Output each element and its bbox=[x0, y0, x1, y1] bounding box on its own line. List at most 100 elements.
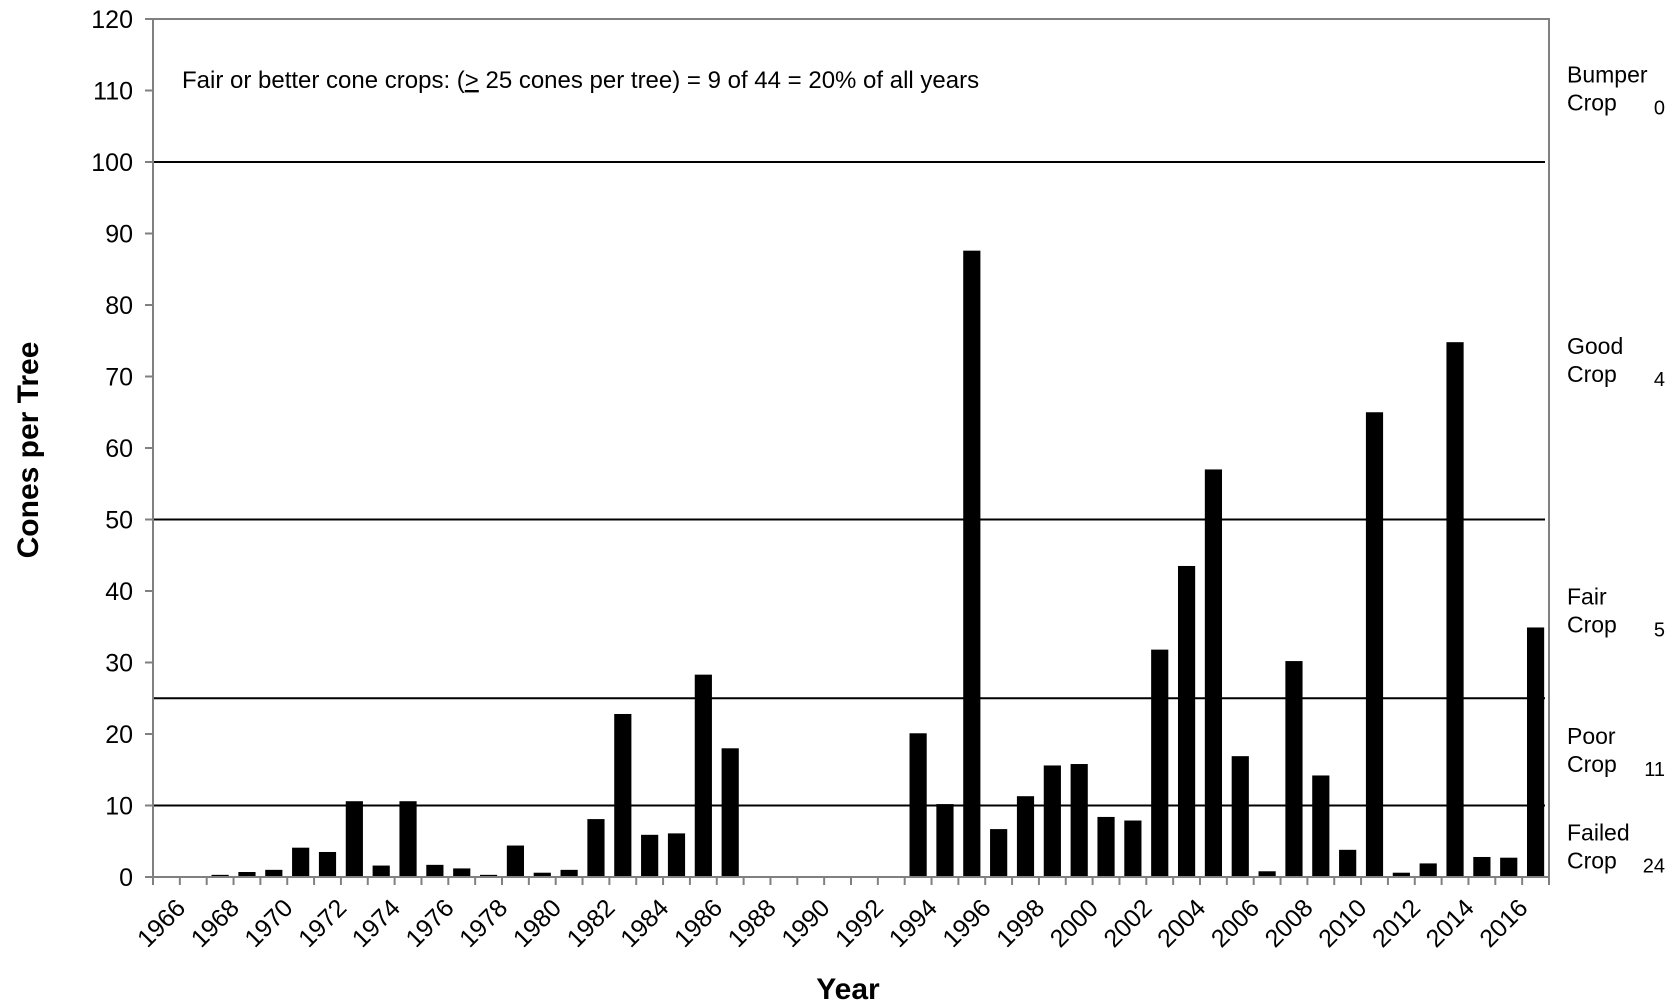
y-tick-label: 40 bbox=[105, 578, 133, 606]
y-tick-label: 110 bbox=[93, 78, 133, 106]
x-tick-label: 2014 bbox=[1421, 894, 1480, 953]
x-tick-label: 2016 bbox=[1474, 894, 1533, 953]
x-tick-label: 2010 bbox=[1313, 894, 1372, 953]
x-tick-label: 2004 bbox=[1152, 894, 1211, 953]
x-tick-label: 2012 bbox=[1367, 894, 1426, 953]
crop-class-name: Poor bbox=[1567, 723, 1616, 749]
crop-class-name: Fair bbox=[1567, 583, 1607, 609]
x-tick-label: 1986 bbox=[669, 894, 728, 953]
y-tick-label: 20 bbox=[105, 721, 133, 749]
x-tick-label: 1970 bbox=[239, 894, 298, 953]
crop-class-threshold-lines bbox=[153, 161, 1545, 807]
x-tick-label: 1990 bbox=[776, 894, 835, 953]
y-tick-label: 100 bbox=[91, 149, 133, 177]
bar-2011 bbox=[1365, 412, 1384, 877]
x-tick-label: 1998 bbox=[991, 894, 1050, 953]
bar-2005 bbox=[1204, 469, 1223, 877]
bar-1975 bbox=[399, 801, 417, 877]
crop-class-name-line2: Crop bbox=[1567, 847, 1617, 873]
y-axis: 0 10 20 30 40 50 60 70 80 90 100 110 120 bbox=[91, 6, 154, 892]
x-tick-label: 1994 bbox=[884, 894, 943, 953]
bar-2008 bbox=[1285, 661, 1303, 877]
y-tick-label: 50 bbox=[105, 507, 133, 535]
x-axis: 1966196819701972197419761978198019821984… bbox=[132, 877, 1550, 953]
crop-class-name-line2: Crop bbox=[1567, 751, 1617, 777]
bar-2003 bbox=[1151, 649, 1169, 877]
bar-1982 bbox=[587, 819, 605, 877]
bar-1994 bbox=[909, 733, 927, 877]
bar-2006 bbox=[1231, 756, 1249, 877]
bar-2012 bbox=[1392, 872, 1410, 877]
x-tick-label: 1996 bbox=[937, 894, 996, 953]
x-tick-label: 2008 bbox=[1260, 894, 1319, 953]
bar-2009 bbox=[1312, 775, 1330, 877]
y-tick-label: 80 bbox=[105, 292, 133, 320]
bar-2007 bbox=[1258, 871, 1276, 877]
y-tick-label: 60 bbox=[105, 435, 133, 463]
x-tick-label: 2000 bbox=[1045, 894, 1104, 953]
bar-2016 bbox=[1500, 857, 1518, 877]
bar-1984 bbox=[641, 834, 659, 877]
crop-class-count: 0 bbox=[1654, 98, 1665, 120]
x-tick-label: 1984 bbox=[615, 894, 674, 953]
bar-1998 bbox=[1016, 796, 1035, 877]
bar-1995 bbox=[936, 804, 954, 877]
fair-or-better-annotation: Fair or better cone crops: (> 25 cones p… bbox=[182, 67, 979, 94]
crop-class-count: 4 bbox=[1654, 369, 1665, 391]
bar-2014 bbox=[1446, 342, 1464, 877]
x-tick-label: 2002 bbox=[1098, 894, 1157, 953]
bar-1974 bbox=[372, 865, 390, 877]
x-tick-label: 1978 bbox=[454, 894, 513, 953]
bars-group bbox=[211, 250, 1545, 877]
bar-1981 bbox=[560, 869, 578, 877]
bar-1972 bbox=[318, 851, 337, 877]
bar-1968 bbox=[211, 874, 229, 877]
bar-1997 bbox=[990, 829, 1008, 877]
bar-2002 bbox=[1124, 820, 1142, 877]
bar-1996 bbox=[963, 250, 981, 877]
bar-2017 bbox=[1526, 627, 1545, 877]
x-tick-label: 1972 bbox=[293, 894, 352, 953]
x-axis-title: Year bbox=[816, 973, 880, 1003]
x-tick-label: 2006 bbox=[1206, 894, 1265, 953]
bar-2004 bbox=[1177, 565, 1196, 877]
bar-1999 bbox=[1043, 765, 1061, 877]
bar-2015 bbox=[1473, 856, 1491, 877]
x-tick-label: 1976 bbox=[400, 894, 459, 953]
x-tick-label: 1974 bbox=[347, 894, 406, 953]
crop-class-name: Bumper bbox=[1567, 62, 1648, 88]
crop-class-count: 24 bbox=[1643, 855, 1665, 877]
bar-1979 bbox=[506, 845, 525, 877]
bar-2013 bbox=[1419, 863, 1437, 877]
bar-1976 bbox=[426, 864, 444, 877]
bar-1971 bbox=[292, 847, 310, 877]
bar-1977 bbox=[453, 868, 471, 877]
bar-1978 bbox=[479, 874, 498, 877]
bar-1985 bbox=[667, 833, 686, 877]
crop-class-name: Good bbox=[1567, 333, 1623, 359]
y-tick-label: 30 bbox=[105, 650, 133, 678]
x-tick-label: 1988 bbox=[723, 894, 782, 953]
crop-class-count: 11 bbox=[1644, 759, 1665, 781]
bar-2000 bbox=[1070, 764, 1088, 877]
x-tick-label: 1966 bbox=[132, 894, 191, 953]
bar-1970 bbox=[265, 869, 283, 877]
crop-class-name-line2: Crop bbox=[1567, 361, 1617, 387]
bar-2010 bbox=[1339, 849, 1357, 877]
bar-1986 bbox=[694, 674, 712, 877]
y-tick-label: 120 bbox=[91, 6, 133, 34]
crop-class-count: 5 bbox=[1654, 619, 1665, 641]
bar-1980 bbox=[533, 872, 551, 877]
x-tick-label: 1992 bbox=[830, 894, 889, 953]
crop-class-name-line2: Crop bbox=[1567, 90, 1617, 116]
y-tick-label: 90 bbox=[105, 221, 133, 249]
crop-class-name: Failed bbox=[1567, 819, 1630, 845]
bar-1969 bbox=[238, 871, 256, 877]
bar-2001 bbox=[1097, 816, 1115, 877]
y-tick-label: 0 bbox=[119, 864, 133, 892]
